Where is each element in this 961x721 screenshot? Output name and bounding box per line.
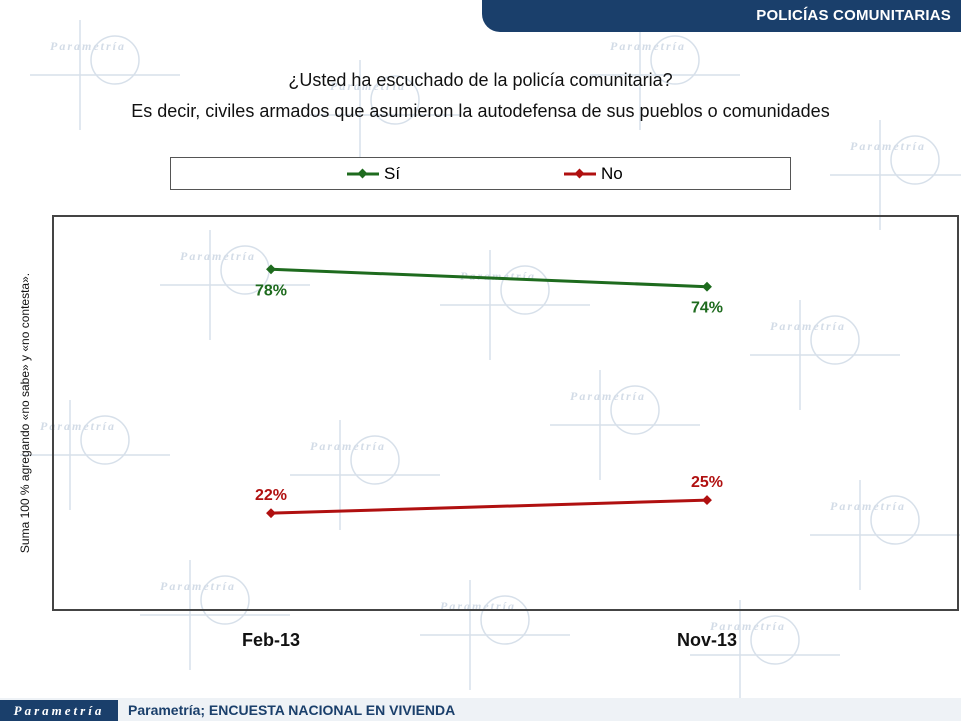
data-point: [702, 281, 712, 292]
legend-marker-si: [347, 168, 379, 179]
series-line-si: [270, 267, 708, 289]
legend-item-no: No: [563, 164, 623, 184]
chart-legend: Sí No: [170, 157, 791, 190]
watermark-text: Parametría: [40, 419, 116, 433]
x-tick-label: Feb-13: [242, 630, 300, 650]
header-banner: POLICÍAS COMUNITARIAS: [482, 0, 961, 32]
legend-label-si: Sí: [384, 164, 401, 183]
watermark-text: Parametría: [710, 619, 786, 633]
footer-source: Parametría; ENCUESTA NACIONAL EN VIVIEND…: [128, 702, 456, 718]
x-tick-label: Nov-13: [677, 630, 737, 650]
header-title: POLICÍAS COMUNITARIAS: [756, 7, 951, 24]
watermark-text: Parametría: [160, 579, 236, 593]
data-point: [266, 508, 276, 519]
legend-item-si: Sí: [346, 164, 400, 184]
watermark-text: Parametría: [850, 139, 926, 153]
footer-logo: Parametría: [0, 700, 118, 721]
question-line-2: Es decir, civiles armados que asumieron …: [131, 101, 830, 121]
footer-bar: [0, 698, 961, 721]
watermark-text: Parametría: [830, 499, 906, 513]
data-label: 78%: [255, 282, 287, 299]
series-line-no: [270, 498, 708, 515]
watermark-text: Parametría: [770, 319, 846, 333]
question-line-1: ¿Usted ha escuchado de la policía comuni…: [288, 70, 673, 90]
watermark-text: Parametría: [570, 389, 646, 403]
watermark-text: Parametría: [180, 249, 256, 263]
data-label: 74%: [691, 300, 723, 317]
plot-area: [52, 215, 959, 611]
watermark-text: Parametría: [310, 439, 386, 453]
legend-marker-no: [564, 168, 596, 179]
data-label: 22%: [255, 487, 287, 504]
data-label: 25%: [691, 474, 723, 491]
legend-label-no: No: [601, 164, 623, 183]
watermark-text: Parametría: [50, 39, 126, 53]
data-point: [266, 264, 276, 275]
watermark-text: Parametría: [610, 39, 686, 53]
watermark-text: Parametría: [330, 79, 406, 93]
data-point: [702, 495, 712, 506]
